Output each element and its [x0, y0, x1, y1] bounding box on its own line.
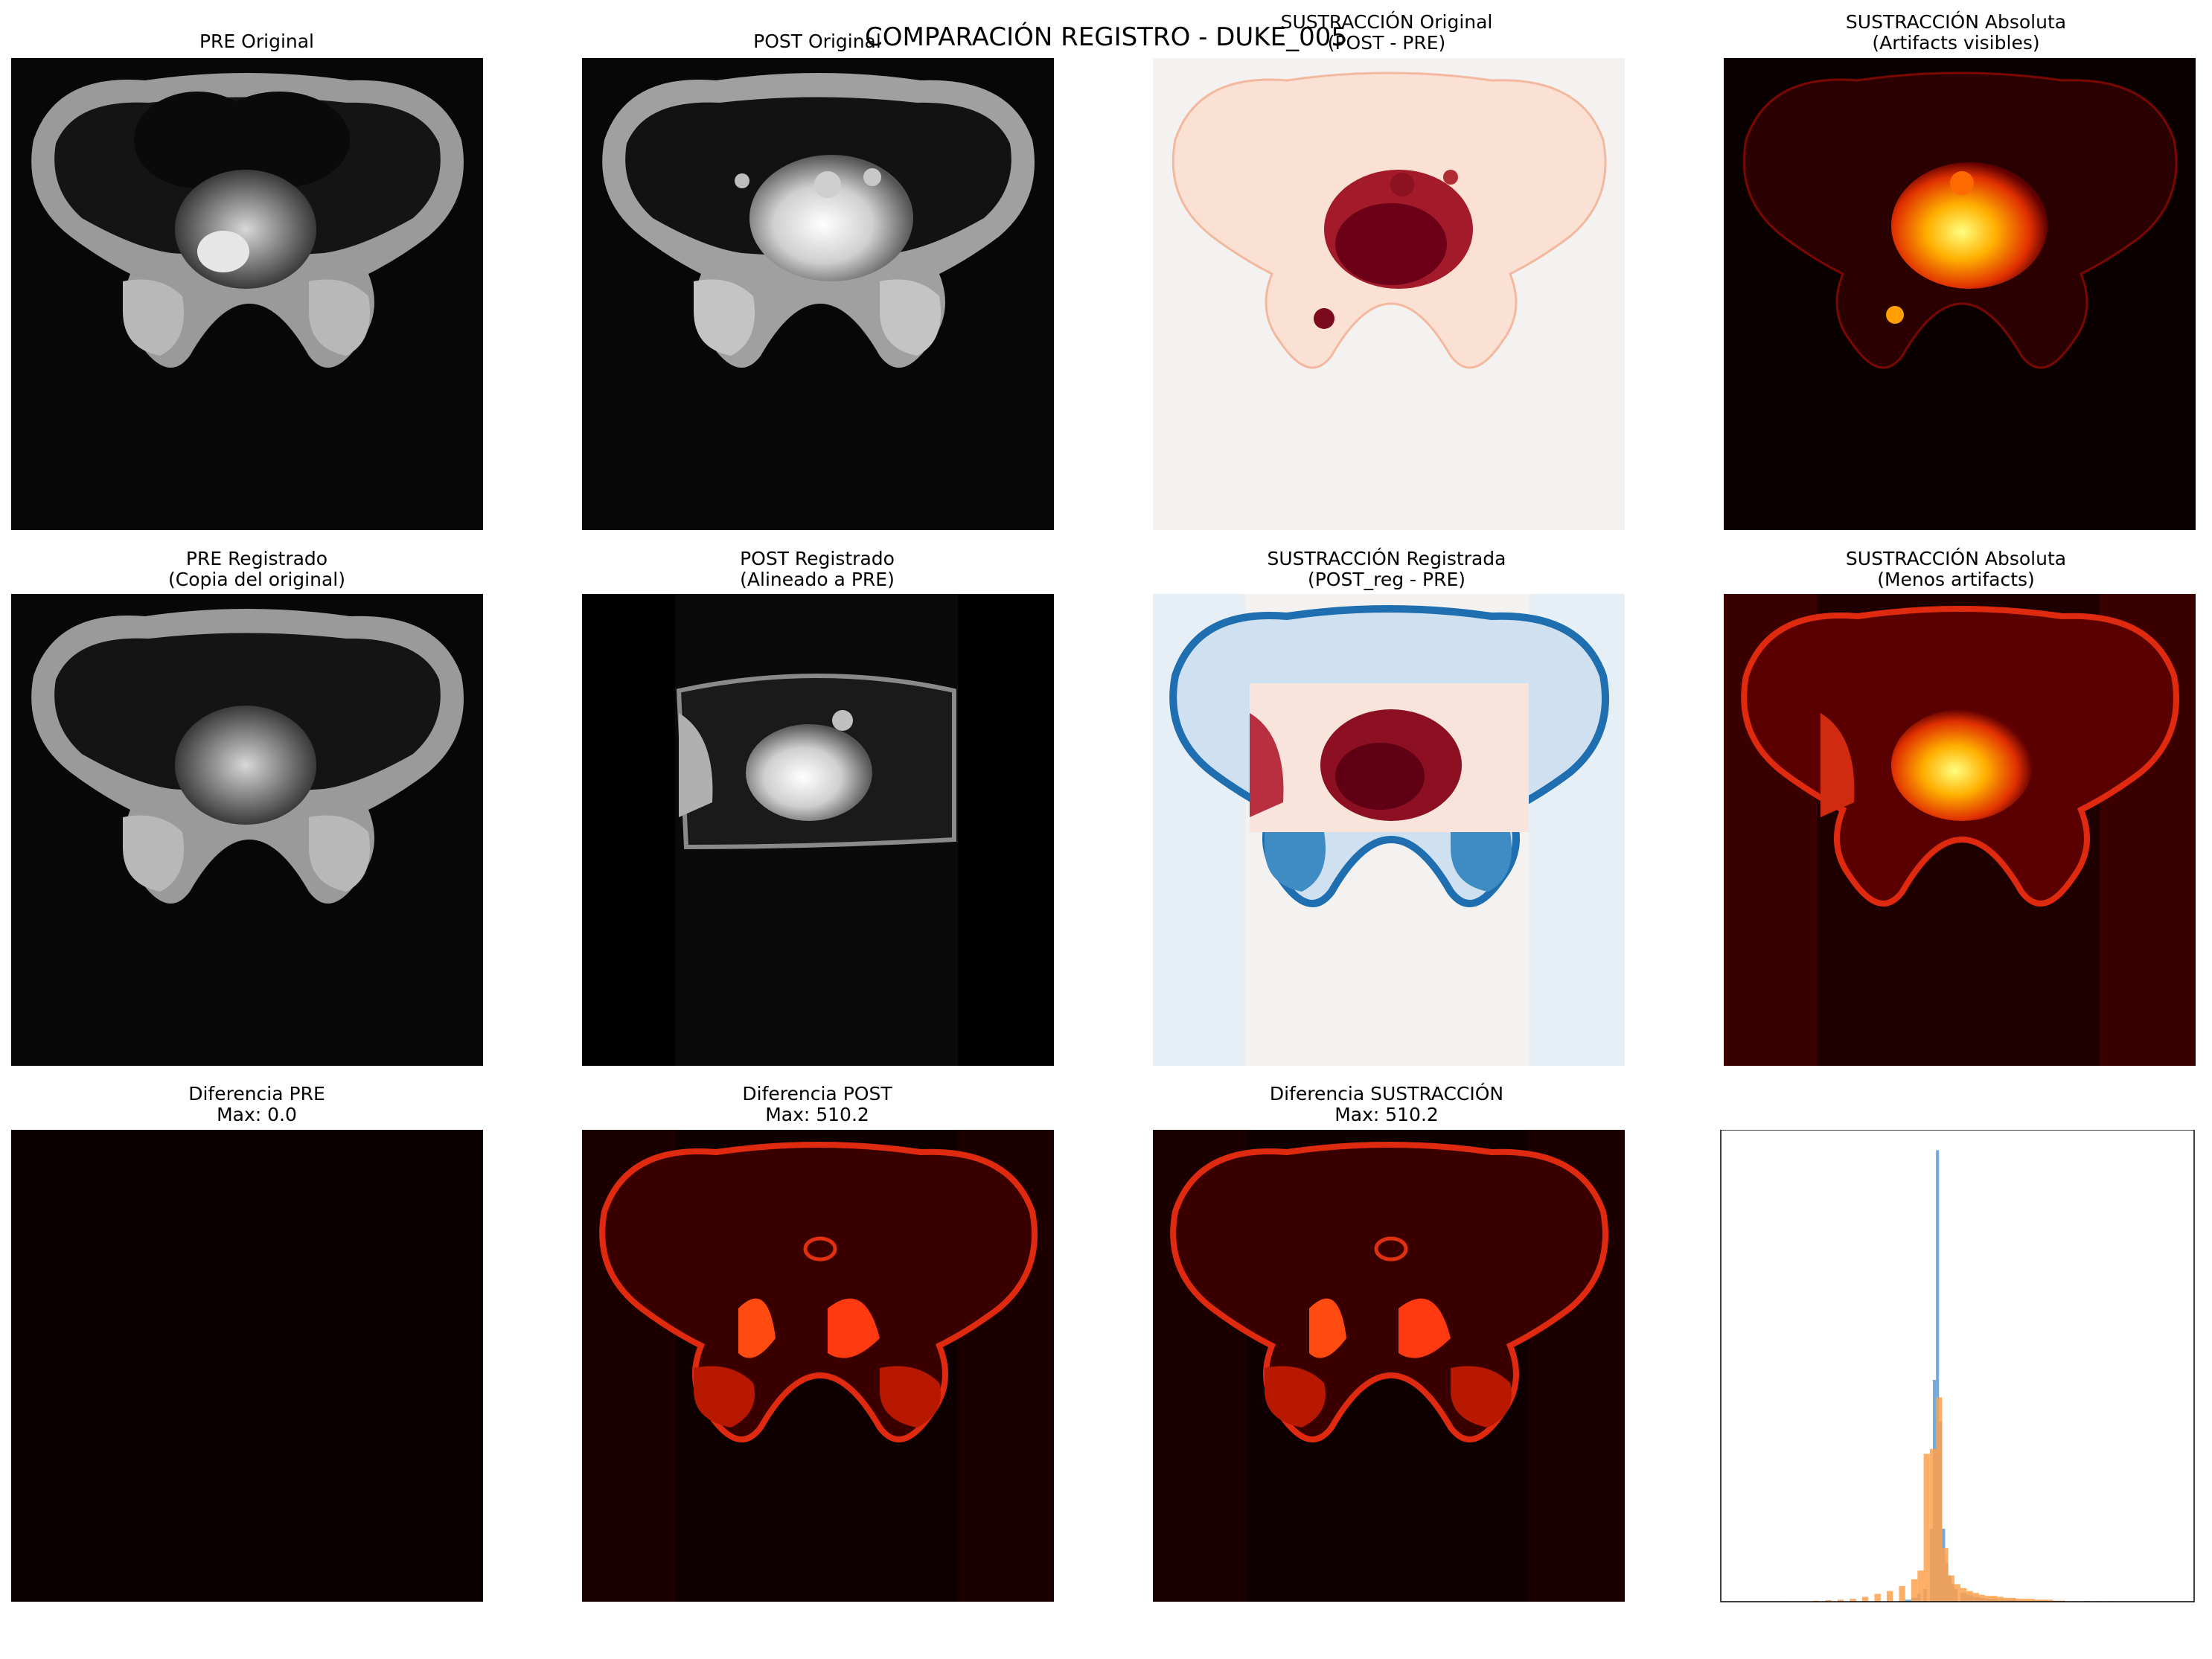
image-post-registrado — [582, 594, 1054, 1066]
hist-bar-registrada-14 — [1929, 1448, 1937, 1602]
panel-title-post-original: POST Original — [753, 31, 881, 52]
hist-bar-registrada-5 — [1837, 1599, 1844, 1602]
hist-bar-registrada-20 — [1966, 1591, 1973, 1602]
hist-bar-registrada-17 — [1948, 1575, 1954, 1602]
hist-bar-registrada-15 — [1936, 1397, 1943, 1602]
image-pre-registrado — [11, 594, 483, 1066]
hist-bar-registrada-16 — [1942, 1548, 1949, 1602]
hist-bar-original-1 — [1905, 1599, 1912, 1602]
hist-bar-registrada-10 — [1899, 1586, 1905, 1602]
panel-title-sub-absoluta-1: SUSTRACCIÓN Absoluta (Artifacts visibles) — [1845, 11, 2067, 54]
hist-bar-registrada-9 — [1887, 1591, 1893, 1602]
hist-bar-original-7 — [1936, 1150, 1940, 1602]
hist-bar-registrada-26 — [2003, 1597, 2010, 1602]
panel-title-sub-absoluta-2: SUSTRACCIÓN Absoluta (Menos artifacts) — [1845, 548, 2067, 590]
hist-bar-registrada-25 — [1997, 1596, 2004, 1602]
panel-title-pre-original: PRE Original — [199, 31, 315, 52]
image-diferencia-sustraccion — [1153, 1130, 1625, 1602]
figure-title: COMPARACIÓN REGISTRO - DUKE_005 — [865, 22, 1347, 52]
hist-bar-registrada-21 — [1972, 1593, 1979, 1602]
plot-frame — [1720, 1130, 2195, 1602]
hist-bar-registrada-19 — [1960, 1588, 1967, 1602]
hist-bar-registrada-12 — [1917, 1570, 1924, 1602]
hist-bar-registrada-22 — [1978, 1594, 1986, 1602]
image-sustraccion-absoluta-1 — [1724, 58, 2196, 530]
panel-title-sub-original: SUSTRACCIÓN Original (POST - PRE) — [1280, 11, 1493, 54]
image-diferencia-post — [582, 1130, 1054, 1602]
image-sustraccion-registrada — [1153, 594, 1625, 1066]
hist-bar-registrada-27 — [2010, 1597, 2016, 1602]
image-sustraccion-absoluta-2 — [1724, 594, 2196, 1066]
panel-title-diferencia-pre: Diferencia PRE Max: 0.0 — [188, 1083, 325, 1125]
hist-bar-registrada-31 — [2034, 1599, 2041, 1602]
hist-bar-registrada-7 — [1861, 1596, 1869, 1602]
hist-bar-registrada-24 — [1991, 1596, 1998, 1602]
hist-bar-registrada-28 — [2016, 1599, 2022, 1602]
hist-bar-registrada-11 — [1911, 1579, 1918, 1602]
image-sustraccion-original — [1153, 58, 1625, 530]
image-post-original — [582, 58, 1054, 530]
image-pre-original — [11, 58, 483, 530]
histogram-chart — [1710, 1130, 2197, 1603]
hist-bar-registrada-32 — [2040, 1599, 2047, 1602]
hist-bar-registrada-18 — [1954, 1584, 1961, 1602]
panel-title-sub-registrada: SUSTRACCIÓN Registrada (POST_reg - PRE) — [1267, 548, 1506, 590]
hist-bar-registrada-4 — [1825, 1600, 1832, 1602]
hist-bar-registrada-33 — [2046, 1599, 2053, 1602]
hist-bar-registrada-13 — [1923, 1454, 1930, 1602]
panel-title-pre-registrado: PRE Registrado (Copia del original) — [168, 548, 345, 590]
hist-bar-registrada-23 — [1985, 1596, 1992, 1602]
hist-bar-registrada-29 — [2021, 1599, 2028, 1602]
panel-title-diferencia-post: Diferencia POST Max: 510.2 — [742, 1083, 892, 1125]
panel-title-post-registrado: POST Registrado (Alineado a PRE) — [740, 548, 895, 590]
hist-bar-registrada-30 — [2027, 1599, 2035, 1602]
image-diferencia-pre — [11, 1130, 483, 1602]
panel-title-diferencia-sustraccion: Diferencia SUSTRACCIÓN Max: 510.2 — [1269, 1083, 1504, 1125]
hist-bar-registrada-8 — [1874, 1594, 1881, 1602]
hist-bar-registrada-6 — [1850, 1599, 1856, 1602]
